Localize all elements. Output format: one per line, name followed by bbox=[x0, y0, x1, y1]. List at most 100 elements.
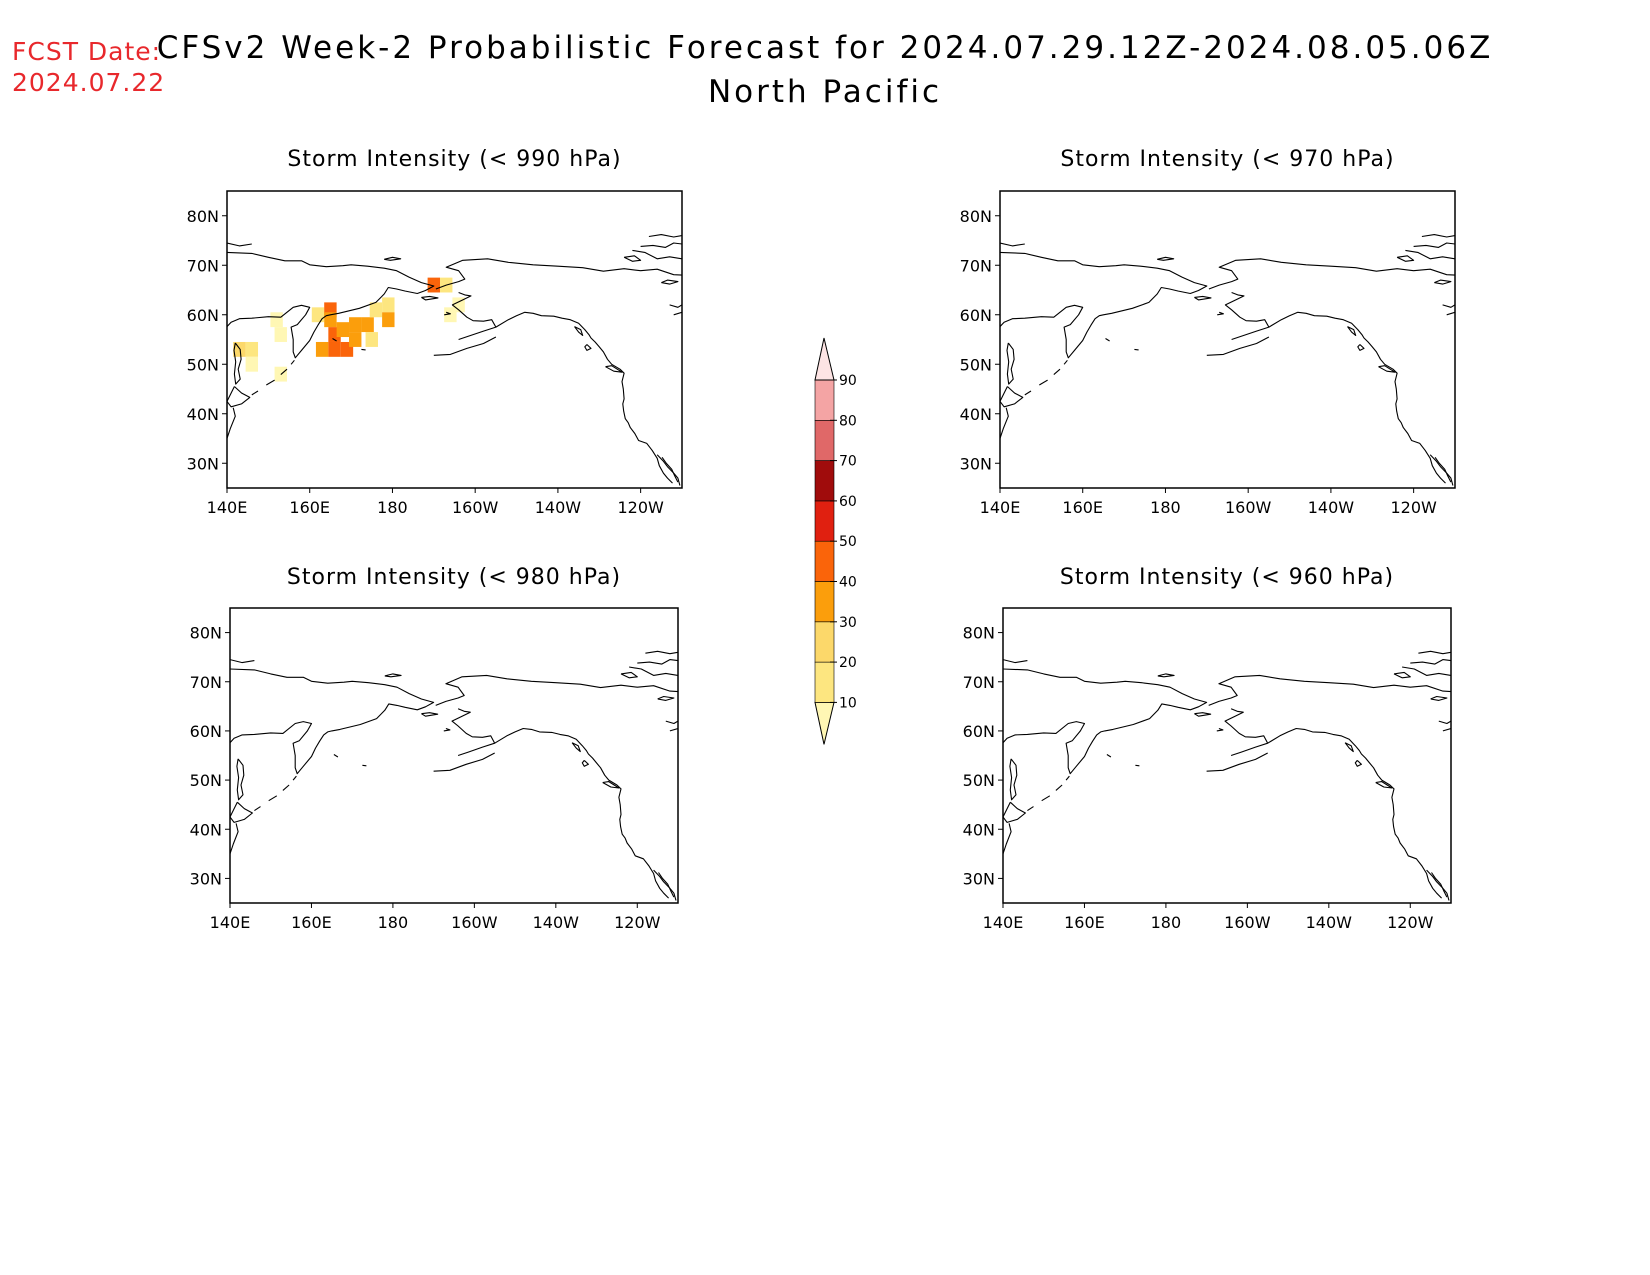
lon-tick-label: 120W bbox=[1387, 913, 1434, 932]
coastline bbox=[669, 304, 682, 308]
colorbar: 10 20 30 40 50 60 70 80 90 bbox=[814, 337, 857, 745]
lon-tick-label: 180 bbox=[1151, 913, 1182, 932]
coastline bbox=[332, 338, 337, 342]
probability-cell bbox=[382, 297, 395, 313]
lat-tick-label: 70N bbox=[190, 673, 222, 692]
coastline bbox=[1003, 801, 1026, 823]
forecast-date-label: FCST Date: bbox=[12, 37, 162, 66]
coastline bbox=[1000, 407, 1009, 440]
coastline bbox=[1438, 720, 1451, 725]
lon-tick-label: 140W bbox=[1308, 498, 1355, 517]
lat-tick-label: 40N bbox=[190, 820, 222, 839]
coastline bbox=[1027, 806, 1034, 812]
coastline bbox=[1000, 386, 1024, 408]
coastline bbox=[584, 344, 592, 351]
lat-tick-label: 30N bbox=[190, 869, 222, 888]
lat-tick-label: 60N bbox=[960, 306, 992, 325]
coastline bbox=[653, 869, 677, 901]
colorbar-label: 20 bbox=[839, 655, 857, 671]
coastline bbox=[648, 234, 682, 238]
coastline bbox=[629, 666, 678, 676]
probability-cell bbox=[349, 332, 362, 347]
coastline bbox=[494, 727, 669, 899]
coastline bbox=[1431, 872, 1448, 898]
lat-tick-label: 70N bbox=[960, 256, 992, 275]
coastline bbox=[1009, 758, 1018, 801]
lat-tick-label: 60N bbox=[190, 722, 222, 741]
lat-tick-label: 40N bbox=[960, 405, 992, 424]
coastline bbox=[1194, 712, 1212, 717]
coastline bbox=[1434, 279, 1452, 285]
coastline bbox=[433, 336, 497, 356]
coastline bbox=[435, 674, 678, 706]
coastline bbox=[620, 671, 638, 679]
lon-tick-label: 120W bbox=[617, 498, 664, 517]
lat-tick-label: 50N bbox=[187, 355, 219, 374]
panel-title: Storm Intensity (< 970 hPa) bbox=[1060, 147, 1394, 172]
colorbar-label: 40 bbox=[839, 575, 857, 591]
coastline bbox=[661, 456, 679, 483]
lat-tick-label: 70N bbox=[963, 673, 995, 692]
coastline bbox=[251, 390, 259, 396]
probability-cell bbox=[245, 356, 259, 372]
coastline bbox=[632, 249, 682, 260]
coastline bbox=[233, 342, 242, 385]
coastline bbox=[421, 295, 439, 301]
colorbar-label: 30 bbox=[839, 615, 857, 631]
lon-tick-label: 160E bbox=[1064, 913, 1105, 932]
coastline bbox=[1224, 291, 1270, 341]
coastline bbox=[266, 379, 275, 386]
lon-tick-label: 140E bbox=[983, 913, 1024, 932]
lon-tick-label: 120W bbox=[1390, 498, 1437, 517]
coastline bbox=[656, 454, 681, 486]
lon-tick-label: 160W bbox=[451, 913, 498, 932]
coastline bbox=[230, 801, 253, 823]
lat-tick-label: 30N bbox=[187, 454, 219, 473]
map-frame bbox=[226, 190, 683, 489]
coastline bbox=[1421, 234, 1455, 238]
probability-cell bbox=[328, 341, 341, 357]
coastline bbox=[1393, 671, 1411, 679]
coastline bbox=[268, 795, 278, 802]
coastline bbox=[1268, 311, 1446, 484]
probability-cell bbox=[382, 312, 395, 328]
map-frame bbox=[999, 190, 1456, 489]
coastline bbox=[495, 311, 673, 484]
lat-tick-label: 80N bbox=[187, 207, 219, 226]
coastline bbox=[227, 386, 251, 408]
coastline bbox=[1135, 764, 1140, 767]
lon-tick-label: 180 bbox=[377, 498, 408, 517]
coastline bbox=[230, 668, 435, 775]
coastline bbox=[657, 695, 675, 701]
map-panel-4: Storm Intensity (< 960 hPa) 80N 70N 60N 50N 4… bbox=[963, 565, 1452, 932]
coastline bbox=[1344, 742, 1354, 753]
coastline bbox=[1055, 784, 1063, 791]
probability-cell bbox=[245, 341, 259, 357]
forecast-date-value: 2024.07.22 bbox=[12, 68, 166, 97]
lat-tick-label: 80N bbox=[960, 207, 992, 226]
coastline bbox=[1430, 695, 1448, 701]
coastline bbox=[602, 781, 620, 789]
lon-tick-label: 180 bbox=[378, 913, 409, 932]
coastline bbox=[290, 359, 295, 365]
coastline bbox=[451, 708, 496, 757]
coastline bbox=[1003, 668, 1208, 775]
lon-tick-label: 140W bbox=[1306, 913, 1353, 932]
coastline bbox=[1442, 304, 1455, 308]
map-frame bbox=[229, 607, 679, 904]
coastline bbox=[623, 255, 642, 262]
coastline bbox=[1429, 454, 1454, 486]
coastline bbox=[1208, 674, 1451, 706]
coastline bbox=[282, 784, 290, 791]
lat-tick-label: 40N bbox=[963, 820, 995, 839]
coastline bbox=[1375, 781, 1393, 789]
lon-tick-label: 160E bbox=[289, 498, 330, 517]
probability-cell bbox=[270, 312, 283, 328]
coastline bbox=[645, 650, 678, 655]
coastline bbox=[1134, 348, 1139, 351]
colorbar-box bbox=[814, 500, 835, 542]
map-panel-2: Storm Intensity (< 970 hPa) 80N 70N 60N 50N 4… bbox=[960, 147, 1456, 517]
probability-cell bbox=[361, 317, 374, 333]
map-panel-1: Storm Intensity (< 990 hPa) 80N 70N 60N 50N 4… bbox=[187, 147, 683, 517]
